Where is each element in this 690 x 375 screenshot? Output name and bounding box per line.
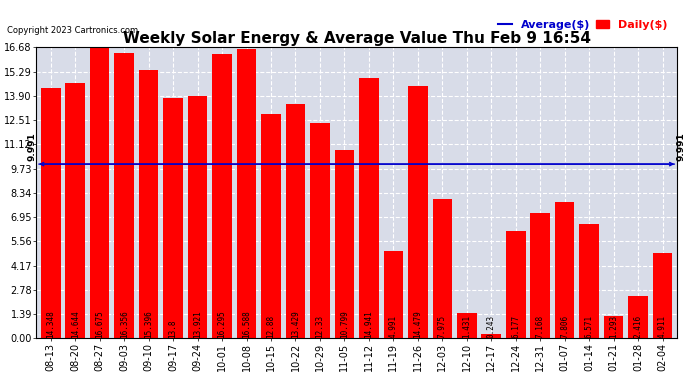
Bar — [604, 316, 623, 338]
Text: 14.479: 14.479 — [413, 310, 422, 338]
Text: 16.295: 16.295 — [217, 310, 226, 338]
Text: 13.429: 13.429 — [291, 310, 300, 338]
Text: 0.243: 0.243 — [486, 314, 495, 338]
Bar — [506, 231, 526, 338]
Bar — [115, 53, 134, 338]
Text: 1.293: 1.293 — [609, 314, 618, 338]
Bar — [580, 224, 599, 338]
Text: 1.431: 1.431 — [462, 314, 471, 338]
Bar — [384, 251, 403, 338]
Text: 15.396: 15.396 — [144, 310, 153, 338]
Text: 4.911: 4.911 — [658, 314, 667, 338]
Bar — [286, 104, 305, 338]
Bar — [457, 314, 477, 338]
Text: 6.571: 6.571 — [584, 314, 593, 338]
Text: 7.975: 7.975 — [438, 314, 447, 338]
Text: 16.588: 16.588 — [242, 310, 251, 338]
Text: 7.806: 7.806 — [560, 314, 569, 338]
Bar — [139, 70, 159, 338]
Text: 14.644: 14.644 — [71, 310, 80, 338]
Bar — [66, 83, 85, 338]
Bar — [41, 88, 61, 338]
Text: 14.941: 14.941 — [364, 310, 373, 338]
Bar — [310, 123, 330, 338]
Title: Weekly Solar Energy & Average Value Thu Feb 9 16:54: Weekly Solar Energy & Average Value Thu … — [123, 31, 591, 46]
Text: 9.991: 9.991 — [28, 132, 37, 160]
Text: 9.991: 9.991 — [677, 132, 686, 160]
Bar — [90, 48, 110, 338]
Bar — [629, 296, 648, 338]
Text: 13.8: 13.8 — [168, 319, 177, 338]
Text: 12.88: 12.88 — [266, 314, 275, 338]
Text: 16.356: 16.356 — [119, 310, 128, 338]
Bar — [555, 202, 575, 338]
Bar — [359, 78, 379, 338]
Bar — [237, 49, 256, 338]
Bar — [213, 54, 232, 338]
Bar — [482, 334, 501, 338]
Text: Copyright 2023 Cartronics.com: Copyright 2023 Cartronics.com — [7, 26, 138, 35]
Bar — [531, 213, 550, 338]
Bar — [335, 150, 354, 338]
Bar — [653, 253, 672, 338]
Bar — [262, 114, 281, 338]
Text: 10.799: 10.799 — [340, 310, 349, 338]
Bar — [164, 98, 183, 338]
Text: 13.921: 13.921 — [193, 310, 202, 338]
Bar — [188, 96, 208, 338]
Legend: Average($), Daily($): Average($), Daily($) — [494, 15, 671, 34]
Text: 16.675: 16.675 — [95, 310, 104, 338]
Bar — [408, 86, 428, 338]
Text: 12.33: 12.33 — [315, 314, 324, 338]
Text: 4.991: 4.991 — [389, 314, 398, 338]
Text: 7.168: 7.168 — [535, 314, 544, 338]
Text: 14.348: 14.348 — [46, 310, 55, 338]
Bar — [433, 199, 452, 338]
Text: 2.416: 2.416 — [633, 314, 642, 338]
Text: 6.177: 6.177 — [511, 314, 520, 338]
